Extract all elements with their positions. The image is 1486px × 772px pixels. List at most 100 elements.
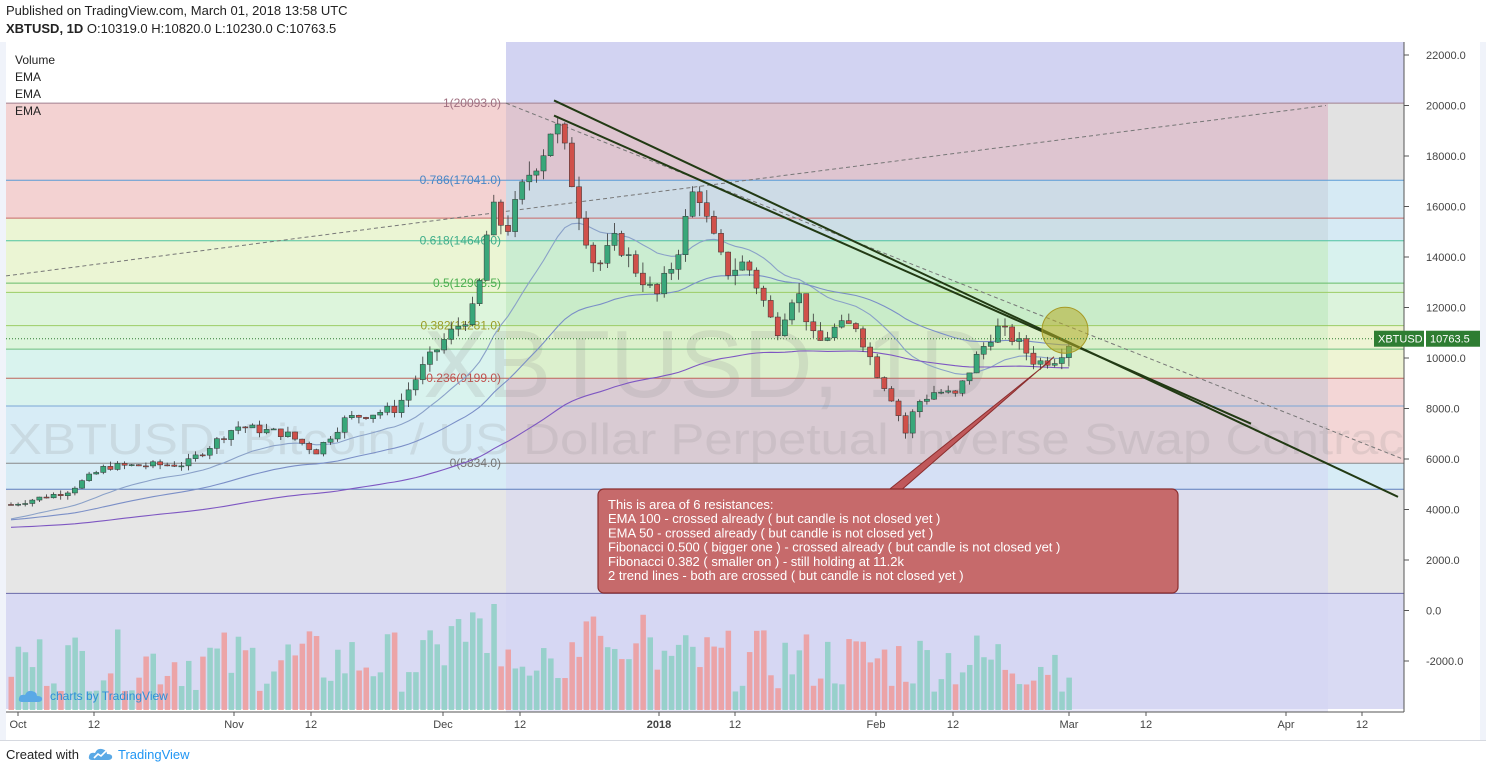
legend-item[interactable]: EMA [15,87,41,101]
volume-bar [484,652,490,710]
candle-body [860,328,866,348]
fib-level-label: 0.786(17041.0) [420,173,501,187]
candle-body [533,170,540,176]
candle-body [57,494,64,496]
candle-body [739,261,746,271]
price-tick-label: 12000.0 [1426,303,1466,315]
footer-brand-link[interactable]: TradingView [118,747,190,762]
time-tick-label: 12 [514,719,526,731]
time-tick-label: Feb [867,719,886,731]
candle-body [654,284,660,295]
candle-body [171,464,178,467]
volume-bar [434,644,440,710]
volume-bar [533,670,540,710]
volume-bar [761,630,767,710]
ohlc-values: O:10319.0 H:10820.0 L:10230.0 C:10763.5 [86,21,337,36]
candle-body [625,254,632,256]
volume-bar [555,678,561,710]
volume-bar [683,635,689,710]
price-chart[interactable]: 1(20093.0) 0.786(17041.0) 0.618(14646.0) 0.… [6,42,1480,740]
legend-item[interactable]: EMA [15,70,41,84]
candle-body [419,364,426,380]
candle-body [341,417,348,433]
candle-body [256,424,263,434]
candle-body [128,464,135,466]
candle-body [455,325,462,330]
fib-band [506,378,1328,464]
time-tick-label: 2018 [647,719,671,731]
candle-body [100,466,107,473]
volume-bar [675,644,682,710]
candle-body [647,284,653,286]
candle-body [931,392,937,400]
candle-body [143,465,149,468]
volume-bar [576,656,582,710]
candle-body [547,133,554,156]
resistance-highlight-circle[interactable] [1041,306,1089,354]
candle-body [987,341,994,347]
candle-body [945,390,952,393]
volume-bar [441,665,448,710]
candle-body [746,261,753,271]
volume-bar [796,650,803,710]
time-tick-label: Apr [1277,719,1294,731]
fib-extension-band [1328,378,1404,464]
candle-body [696,191,703,203]
volume-bar [704,637,710,710]
candle-body [263,429,270,434]
watermark-symbol: XBTUSD, 1D [423,311,988,418]
candle-body [632,254,639,274]
volume-bar [498,666,504,710]
volume-bar [825,641,831,710]
volume-bar [548,658,554,710]
volume-bar [988,659,994,710]
volume-bar [1059,691,1065,710]
candle-body [824,337,831,341]
candle-body [306,443,313,450]
volume-bar [335,649,341,710]
candle-body [228,430,234,440]
candle-body [448,328,455,340]
volume-bar [242,650,249,710]
candle-body [29,499,36,504]
price-tick-label: 10000.0 [1426,353,1466,365]
volume-bar [562,678,568,710]
candle-body [725,251,731,276]
price-tick-label: -2000.0 [1426,656,1463,668]
legend-item[interactable]: EMA [15,104,41,118]
annotation-line: Fibonacci 0.382 ( smaller on ) - still h… [608,554,905,569]
trend-line-lower[interactable] [553,114,1252,425]
volume-bar [782,642,788,710]
legend-item[interactable]: Volume [15,53,55,67]
volume-bar [867,662,874,710]
candle-body [924,398,930,402]
price-tick-label: 2000.0 [1426,555,1460,567]
volume-bar [278,660,284,710]
volume-bar [455,619,462,710]
candle-body [356,415,362,418]
candle-body [810,321,817,332]
volume-bar [1038,666,1044,710]
volume-bar [541,648,547,710]
candle-body [15,503,21,506]
volume-bar [65,645,71,710]
candle-body [888,388,895,402]
published-info: Published on TradingView.com, March 01, … [6,3,348,18]
volume-bar [832,683,838,710]
volume-bar [214,648,220,710]
candle-body [348,415,355,418]
volume-bar [200,656,206,710]
candle-body [640,272,646,286]
candle-body [661,272,668,295]
candle-body [107,466,114,470]
candle-body [966,372,973,382]
volume-bar [924,650,930,710]
volume-bar [903,681,909,710]
candle-body [561,123,568,144]
volume-bar [803,634,810,710]
candle-body [604,245,611,264]
candle-body [320,442,327,455]
annotation-box[interactable] [597,488,1179,594]
volume-bar [207,647,213,710]
trend-line-upper[interactable] [553,99,1399,498]
